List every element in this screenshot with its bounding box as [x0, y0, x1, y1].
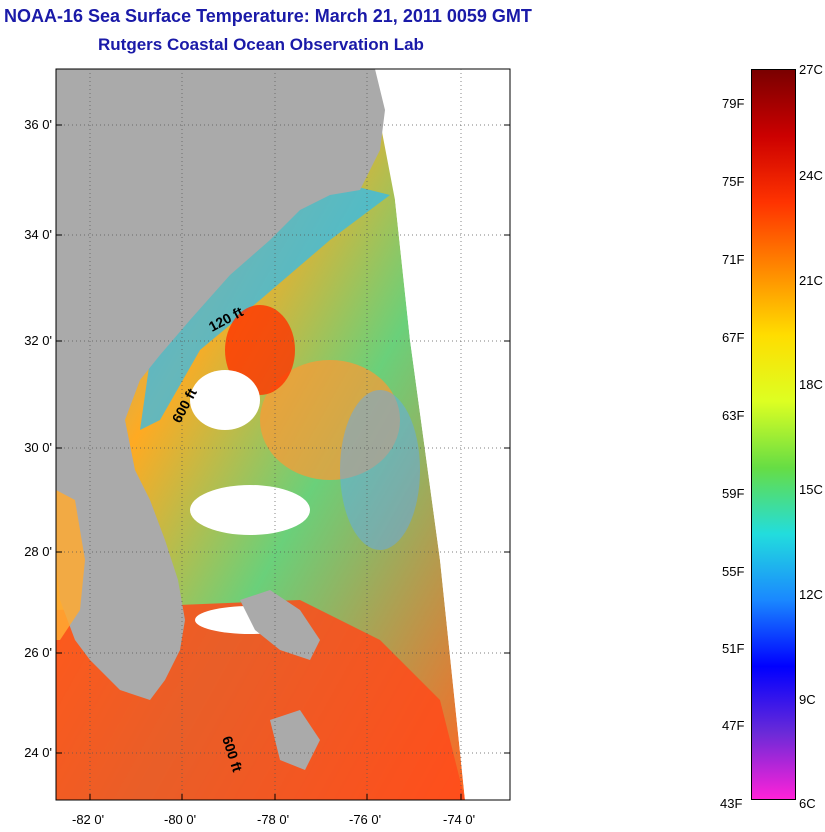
colorbar: [751, 69, 796, 800]
bahamas-land: [240, 590, 320, 660]
lat-label: 26 0': [24, 645, 52, 660]
coastal-shelf-band: [140, 180, 390, 430]
colorbar-label-c: 27C: [799, 62, 823, 77]
colorbar-label-f: 55F: [722, 564, 745, 579]
map-title: NOAA-16 Sea Surface Temperature: March 2…: [4, 6, 532, 26]
colorbar-label-c: 9C: [799, 692, 816, 707]
colorbar-label-f: 67F: [722, 330, 745, 345]
lat-label: 30 0': [24, 440, 52, 455]
colorbar-label-f: 47F: [722, 718, 745, 733]
lat-label: 36 0': [24, 117, 52, 132]
colorbar-label-f: 75F: [722, 174, 745, 189]
colorbar-label-c: 21C: [799, 273, 823, 288]
lat-label: 28 0': [24, 544, 52, 559]
colorbar-label-f: 63F: [722, 408, 745, 423]
lat-label: 34 0': [24, 227, 52, 242]
land-southeast-us: [56, 69, 385, 700]
cloud-patch: [190, 485, 310, 535]
lon-label: -80 0': [164, 812, 197, 827]
colorbar-label-c: 24C: [799, 168, 823, 183]
colorbar-label-c: 12C: [799, 587, 823, 602]
colorbar-label-f: 59F: [722, 486, 745, 501]
colorbar-label-c: 18C: [799, 377, 823, 392]
colorbar-label-c: 15C: [799, 482, 823, 497]
lon-label: -82 0': [72, 812, 105, 827]
lon-label: -76 0': [349, 812, 382, 827]
lon-label: -78 0': [257, 812, 290, 827]
lat-label: 24 0': [24, 745, 52, 760]
map-subtitle: Rutgers Coastal Ocean Observation Lab: [98, 35, 424, 54]
colorbar-label-c: 6C: [799, 796, 816, 811]
colorbar-label-f: 79F: [722, 96, 745, 111]
lat-label: 32 0': [24, 333, 52, 348]
colorbar-label-f: 71F: [722, 252, 745, 267]
lon-label: -74 0': [443, 812, 476, 827]
colorbar-label-f: 43F: [720, 796, 743, 811]
colorbar-label-f: 51F: [722, 641, 745, 656]
